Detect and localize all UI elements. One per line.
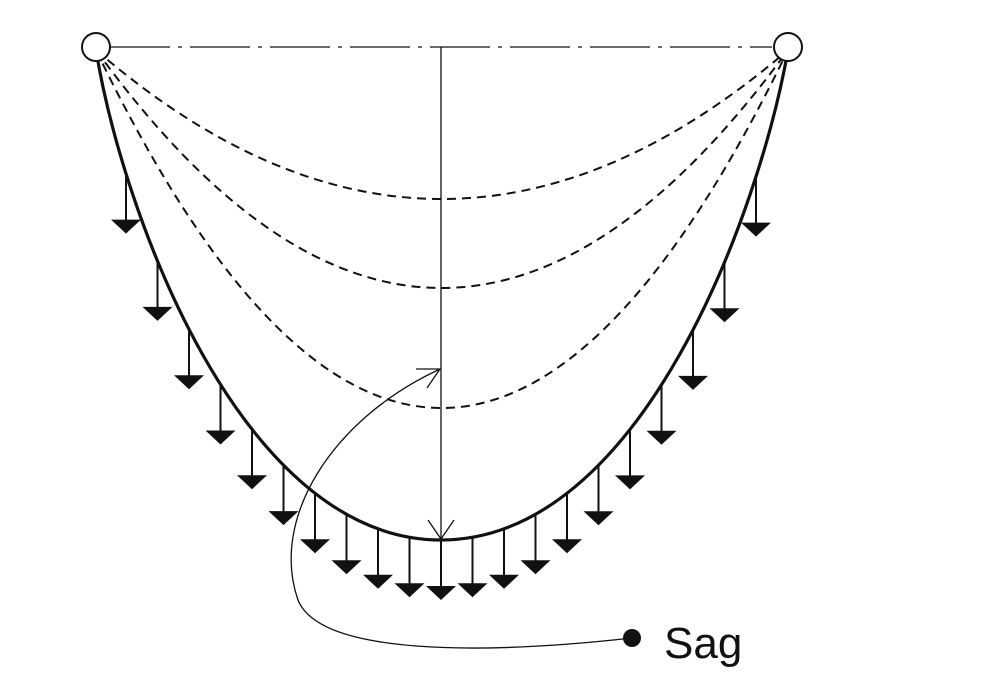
load-arrow-head bbox=[520, 560, 551, 575]
load-arrow-head bbox=[426, 586, 456, 600]
load-arrow-head bbox=[268, 511, 299, 526]
load-arrow-head bbox=[709, 308, 740, 323]
sag-label: Sag bbox=[664, 619, 742, 668]
sag-label-dot bbox=[623, 629, 641, 647]
load-arrow-head bbox=[363, 574, 393, 589]
load-arrow-head bbox=[615, 475, 645, 490]
load-arrow-head bbox=[489, 574, 519, 589]
sag-leader-line bbox=[290, 368, 633, 649]
load-arrow-head bbox=[552, 539, 582, 554]
cable-curve-dashed-1 bbox=[95, 49, 789, 200]
cable-curve-dashed-3 bbox=[95, 49, 789, 409]
load-arrow-head bbox=[394, 583, 425, 598]
distributed-load-arrows bbox=[111, 173, 771, 600]
sag-leader-arrowhead bbox=[416, 368, 442, 389]
load-arrow-head bbox=[174, 375, 204, 390]
load-arrow-head bbox=[583, 511, 614, 526]
load-arrow-head bbox=[300, 539, 330, 554]
cable-curve-loaded bbox=[94, 49, 790, 542]
load-arrow-head bbox=[331, 560, 362, 575]
cable-curve-dashed-2 bbox=[95, 49, 789, 289]
load-arrow-head bbox=[678, 375, 708, 390]
right-support-pin bbox=[773, 32, 803, 62]
load-arrow-head bbox=[205, 430, 236, 445]
load-arrow-head bbox=[142, 306, 173, 321]
load-arrow-head bbox=[741, 222, 771, 237]
load-arrow-head bbox=[646, 430, 677, 445]
load-arrow-head bbox=[457, 583, 488, 598]
load-arrow-head bbox=[111, 219, 141, 234]
sag-dimension-arrowhead bbox=[427, 519, 455, 541]
load-arrow-head bbox=[237, 475, 267, 490]
left-support-pin bbox=[81, 32, 111, 62]
